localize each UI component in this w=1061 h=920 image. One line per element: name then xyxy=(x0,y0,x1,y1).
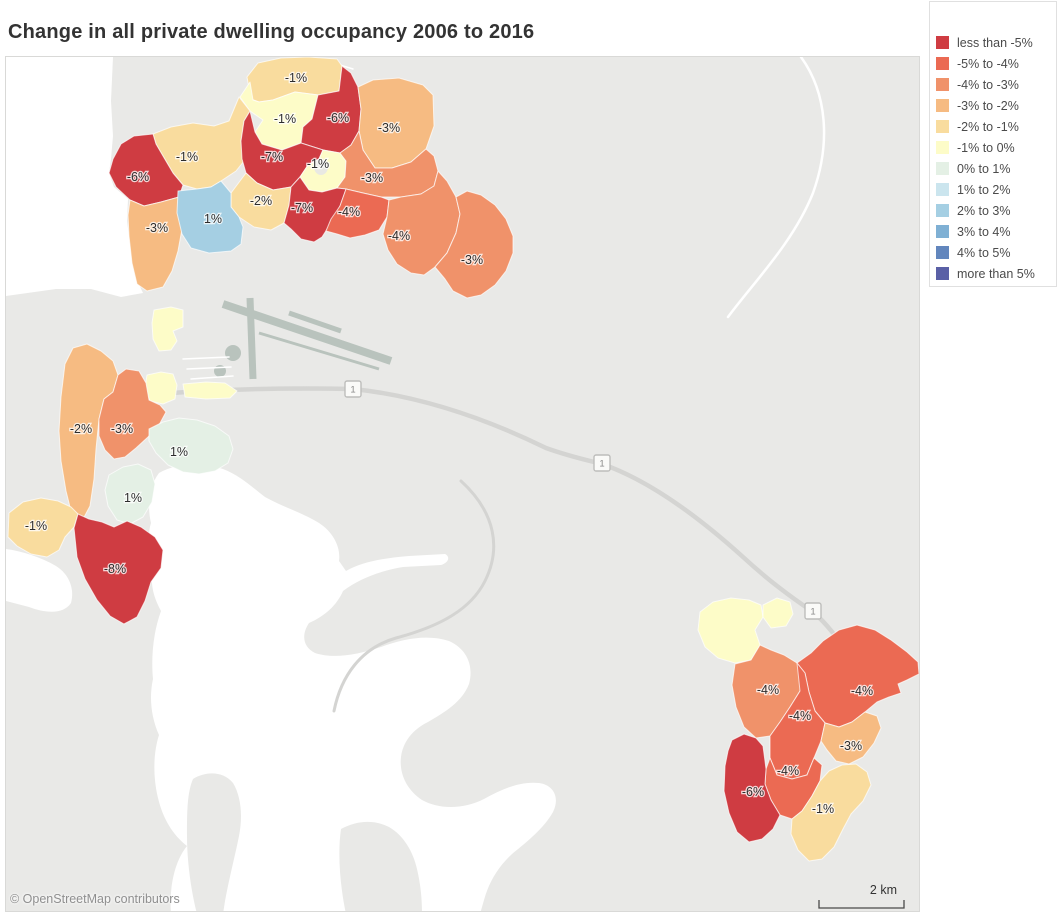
legend-label: more than 5% xyxy=(957,266,1035,281)
map-region-16[interactable] xyxy=(151,306,184,352)
map-region-26[interactable] xyxy=(762,597,794,629)
road-white-curve xyxy=(726,57,826,319)
legend-label: -5% to -4% xyxy=(957,56,1019,71)
regions-layer xyxy=(7,57,919,862)
legend-label: -2% to -1% xyxy=(957,119,1019,134)
legend-item-2[interactable]: -4% to -3% xyxy=(936,74,1050,95)
legend-label: -3% to -2% xyxy=(957,98,1019,113)
legend-label: -4% to -3% xyxy=(957,77,1019,92)
legend-label: 4% to 5% xyxy=(957,245,1011,260)
map-region-6--3pct[interactable] xyxy=(127,196,185,292)
peninsula-1 xyxy=(187,773,241,911)
legend-swatch xyxy=(936,78,949,91)
airport-runways xyxy=(214,297,393,380)
map-attribution: © OpenStreetMap contributors xyxy=(10,892,180,906)
highway-shield: 1 xyxy=(593,454,611,472)
page-title: Change in all private dwelling occupancy… xyxy=(8,21,535,44)
scale-label: 2 km xyxy=(870,883,897,897)
peninsula-2 xyxy=(339,822,422,911)
legend-item-7[interactable]: 1% to 2% xyxy=(936,179,1050,200)
legend-swatch xyxy=(936,141,949,154)
legend-item-10[interactable]: 4% to 5% xyxy=(936,242,1050,263)
legend-item-3[interactable]: -3% to -2% xyxy=(936,95,1050,116)
legend-label: 0% to 1% xyxy=(957,161,1011,176)
color-legend: less than -5% -5% to -4% -4% to -3% -3% to … xyxy=(929,1,1057,287)
legend-swatch xyxy=(936,36,949,49)
legend-label: less than -5% xyxy=(957,35,1033,50)
legend-item-5[interactable]: -1% to 0% xyxy=(936,137,1050,158)
highway-shield: 1 xyxy=(804,602,822,620)
road-layer xyxy=(108,57,850,713)
map-region-19--2pct[interactable] xyxy=(58,343,119,522)
legend-item-8[interactable]: 2% to 3% xyxy=(936,200,1050,221)
legend-label: -1% to 0% xyxy=(957,140,1015,155)
legend-item-1[interactable]: -5% to -4% xyxy=(936,53,1050,74)
unshaded-pocket xyxy=(314,159,328,175)
map-region-25[interactable] xyxy=(697,597,764,664)
map-pane[interactable]: -1% -1% -6% -3% -1% -6% -3% -7% -1% -3% -2% -7% -4% 1… xyxy=(5,56,920,912)
svg-text:1: 1 xyxy=(350,385,355,396)
legend-swatch xyxy=(936,204,949,217)
svg-text:1: 1 xyxy=(599,459,604,470)
legend-label: 2% to 3% xyxy=(957,203,1011,218)
legend-swatch xyxy=(936,162,949,175)
legend-item-9[interactable]: 3% to 4% xyxy=(936,221,1050,242)
legend-items: less than -5% -5% to -4% -4% to -3% -3% to … xyxy=(936,32,1050,284)
map-region-12--4pct[interactable] xyxy=(325,188,390,239)
legend-swatch xyxy=(936,225,949,238)
city-streets xyxy=(182,356,234,380)
legend-swatch xyxy=(936,99,949,112)
water-harbour xyxy=(148,464,556,911)
map-region-24--8pct[interactable] xyxy=(73,513,164,625)
map-region-33--1pct[interactable] xyxy=(790,763,872,862)
highway-shields-layer: 1 1 1 xyxy=(344,380,822,620)
legend-label: 1% to 2% xyxy=(957,182,1011,197)
legend-item-11[interactable]: more than 5% xyxy=(936,263,1050,284)
legend-item-4[interactable]: -2% to -1% xyxy=(936,116,1050,137)
road-port xyxy=(332,479,496,713)
map-region-32--6pct[interactable] xyxy=(723,733,781,843)
water-layer xyxy=(6,57,556,911)
highway-stuart xyxy=(108,386,850,658)
map-region-5--6pct[interactable] xyxy=(108,133,184,207)
water-northwest-ocean xyxy=(6,57,143,297)
legend-swatch xyxy=(936,246,949,259)
legend-swatch xyxy=(936,183,949,196)
map-region-15--3pct[interactable] xyxy=(434,190,514,299)
legend-item-6[interactable]: 0% to 1% xyxy=(936,158,1050,179)
map-region-13-1pct[interactable] xyxy=(176,180,244,254)
map-region-22-1pct[interactable] xyxy=(104,463,156,525)
scale-bar: 2 km xyxy=(818,883,905,909)
legend-swatch xyxy=(936,267,949,280)
legend-swatch xyxy=(936,120,949,133)
legend-swatch xyxy=(936,57,949,70)
map-region-21-1pct[interactable] xyxy=(148,417,234,475)
legend-item-0[interactable]: less than -5% xyxy=(936,32,1050,53)
highway-shield: 1 xyxy=(344,380,362,398)
map-region-17[interactable] xyxy=(144,371,178,405)
map-canvas: -1%-1% -6%-3%-1%-6%-3%-7% -1%-3%-2% -7% -4%1… xyxy=(6,57,919,911)
water-west-bay xyxy=(6,549,73,612)
map-region-18[interactable] xyxy=(182,381,238,400)
legend-label: 3% to 4% xyxy=(957,224,1011,239)
map-region-30--3pct[interactable] xyxy=(820,711,882,765)
map-region-23--1pct[interactable] xyxy=(7,497,79,558)
svg-text:1: 1 xyxy=(810,607,815,618)
